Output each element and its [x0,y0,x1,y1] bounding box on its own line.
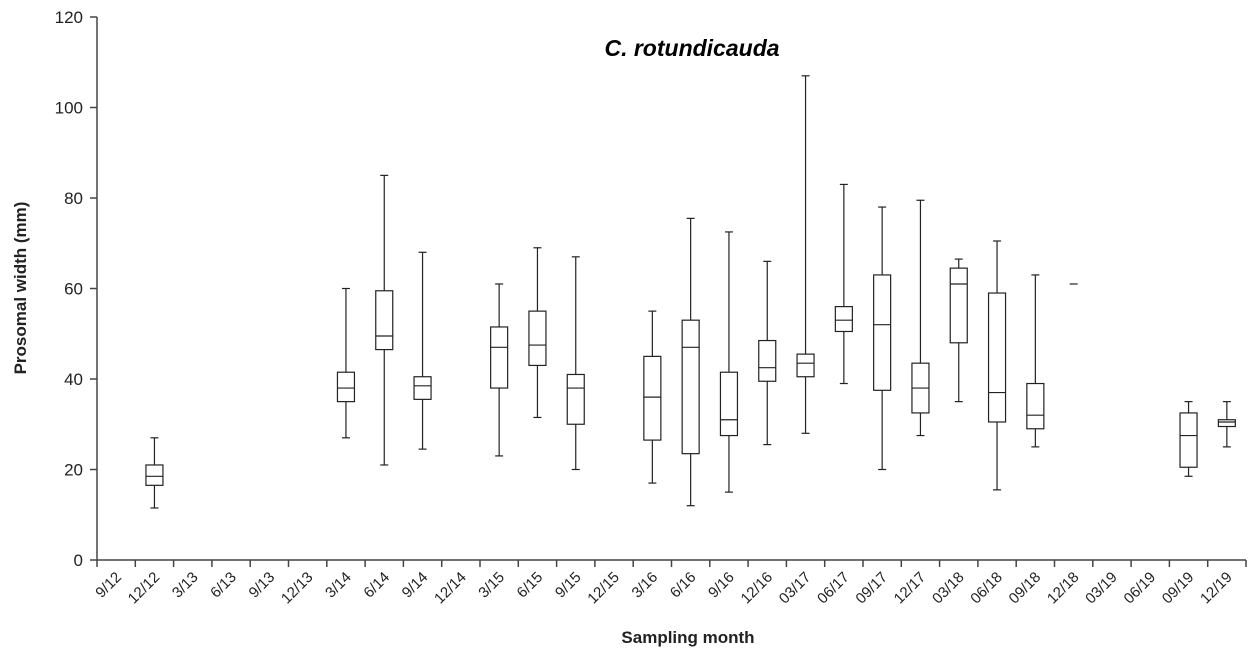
box-9-15 [566,256,585,471]
iqr-box [528,310,547,367]
x-tick-label: 9/15 [552,569,585,602]
box-06-18 [987,240,1007,491]
x-tick-label: 09/18 [1006,569,1045,608]
x-tick-label: 6/15 [514,569,547,602]
x-tick-label: 9/16 [705,569,738,602]
x-tick-label: 12/16 [738,569,777,608]
x-axis-title: Sampling month [621,628,754,647]
box-09-19 [1179,401,1198,477]
iqr-box [987,292,1007,423]
box-12-16 [758,260,777,446]
x-axis: 9/12 12/12 3/13 6/13 9/13 12/13 3/14 6/14 9/14 12… [92,559,1247,608]
iqr-box [1217,419,1236,428]
iqr-box [796,353,815,378]
y-tick-label: 60 [64,280,83,299]
x-tick-label: 09/17 [852,569,891,608]
y-tick-label: 0 [74,551,83,570]
x-tick-label: 3/15 [475,569,508,602]
x-tick-label: 9/13 [246,569,279,602]
y-tick-label: 80 [64,189,83,208]
x-tick-label: 06/19 [1121,569,1160,608]
x-tick-label: 03/19 [1082,569,1121,608]
x-tick-label: 12/18 [1044,569,1083,608]
box-6-15 [528,247,547,419]
x-tick-label: 9/12 [92,569,125,602]
y-tick-label: 40 [64,370,83,389]
iqr-box [566,373,585,425]
x-tick-label: 6/13 [207,569,240,602]
box-12-17 [911,199,930,437]
x-tick-label: 12/17 [891,569,930,608]
y-tick-label: 100 [55,99,83,118]
iqr-box [949,267,968,344]
box-6-16 [681,217,700,507]
iqr-box [1179,412,1198,468]
chart-title: C. rotundicauda [604,35,779,61]
x-tick-label: 12/13 [278,569,317,608]
box-06-17 [834,183,853,385]
box-3-14 [336,287,356,439]
box-09-17 [873,206,892,471]
box-series [145,75,1236,509]
y-tick-label: 120 [55,8,83,27]
x-tick-label: 12/14 [431,569,470,608]
iqr-box [490,326,509,389]
y-tick-label: 20 [64,461,83,480]
box-3-15 [490,283,509,457]
x-tick-label: 09/19 [1159,569,1198,608]
box-9-16 [719,231,739,493]
box-9-14 [413,251,432,450]
x-tick-label: 9/14 [399,569,432,602]
x-tick-label: 6/16 [667,569,700,602]
x-tick-label: 6/14 [360,569,393,602]
iqr-box [719,371,739,437]
x-tick-label: 3/13 [169,569,202,602]
iqr-box [145,464,164,486]
x-tick-label: 3/14 [322,569,355,602]
x-tick-label: 12/15 [584,569,623,608]
iqr-box [336,371,356,403]
x-tick-label: 06/18 [967,569,1006,608]
box-3-16 [643,310,662,484]
box-12-19 [1217,401,1236,448]
iqr-box [375,290,394,351]
box-12-12 [145,437,164,509]
iqr-box [681,319,700,455]
iqr-box [758,339,777,382]
iqr-box [413,376,432,400]
x-tick-label: 12/19 [1197,569,1236,608]
x-tick-label: 06/17 [814,569,853,608]
iqr-box [873,274,892,391]
iqr-box [1026,382,1045,430]
box-03-18 [949,258,968,403]
y-axis-title: Prosomal width (mm) [11,202,30,375]
box-6-14 [375,174,394,466]
x-tick-label: 03/18 [929,569,968,608]
y-axis: 0 20 40 60 80 100 120 [55,8,98,570]
box-09-18 [1026,274,1045,448]
x-tick-label: 12/12 [125,569,164,608]
x-tick-label: 03/17 [776,569,815,608]
x-tick-label: 3/16 [629,569,662,602]
box-03-17 [796,75,815,434]
iqr-box [643,355,662,441]
iqr-box [834,306,853,333]
